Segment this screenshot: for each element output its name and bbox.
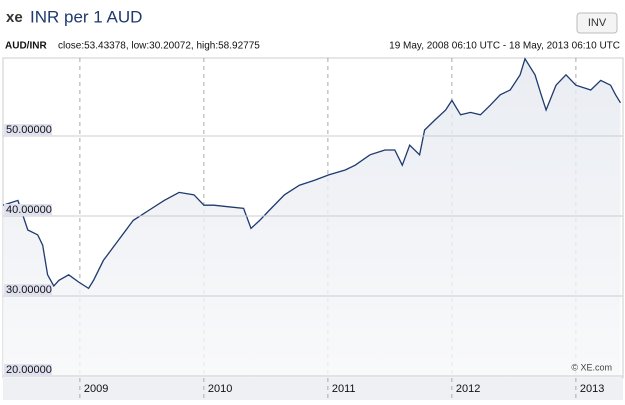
y-tick-bg — [4, 364, 52, 376]
inv-button[interactable] — [576, 12, 618, 34]
date-range: 19 May, 2008 06:10 UTC - 18 May, 2013 06… — [389, 41, 620, 52]
x-tick-label: 2013 — [580, 383, 604, 395]
x-tick-label: 2010 — [208, 383, 232, 395]
chart-title: INR per 1 AUD — [30, 7, 142, 26]
pair: AUD/INR — [5, 41, 47, 52]
y-tick-label: 40.00000 — [6, 204, 52, 216]
x-tick-label: 2009 — [84, 383, 108, 395]
y-tick-bg — [4, 284, 52, 296]
x-tick-label: 2011 — [332, 383, 356, 395]
line — [2, 57, 622, 290]
y-tick-bg — [4, 124, 52, 136]
y-tick-label: 30.00000 — [6, 284, 52, 296]
credit: © XE.com — [571, 362, 612, 372]
y-tick-bg — [4, 204, 52, 216]
logo: xe — [6, 9, 23, 26]
x-axis-strip — [3, 378, 623, 400]
x-tick-label: 2012 — [456, 383, 480, 395]
y-tick-label: 50.00000 — [6, 124, 52, 136]
stats: close:53.43378, low:30.20072, high:58.92… — [58, 41, 260, 52]
inv-button-label[interactable]: INV — [588, 17, 607, 29]
y-tick-label: 20.00000 — [6, 364, 52, 376]
area — [3, 58, 621, 379]
